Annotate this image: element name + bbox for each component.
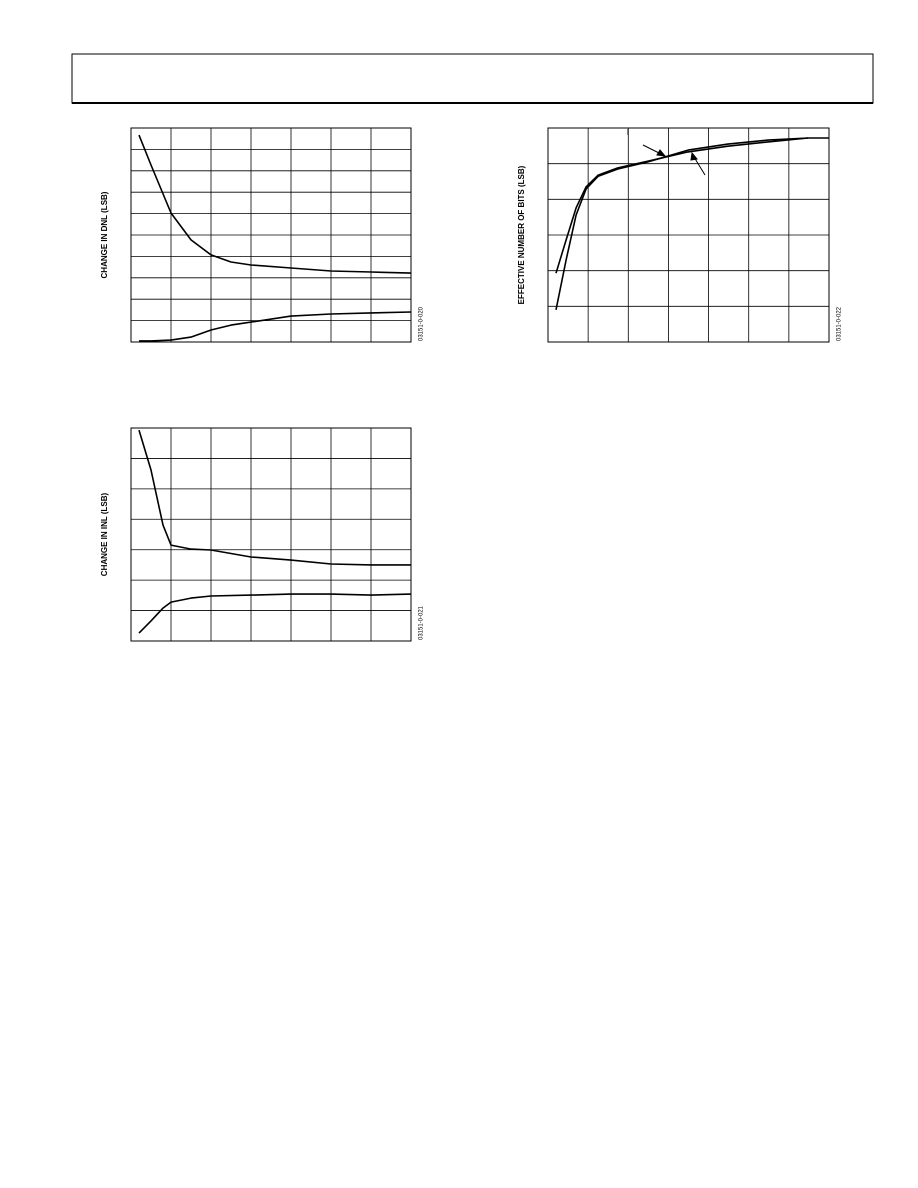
chart: EFFECTIVE NUMBER OF BITS (LSB) 03151-0-02…: [517, 127, 843, 343]
annotation-arrows: [627, 129, 706, 176]
figure-code: 03151-0-020: [419, 306, 425, 341]
data-line: [138, 429, 411, 566]
data-line: [555, 137, 809, 311]
chart: CHANGE IN DNL (LSB) 03151-0-020: [100, 127, 425, 343]
figure-code: 03151-0-022: [837, 306, 843, 341]
figure-code: 03151-0-021: [419, 605, 425, 640]
plot-frame: [130, 427, 412, 642]
header-box: [71, 53, 874, 104]
data-line: [138, 593, 412, 634]
y-axis-label: CHANGE IN DNL (LSB): [100, 191, 109, 278]
arrow: [693, 156, 706, 176]
data-line: [139, 311, 412, 342]
chart: CHANGE IN INL (LSB) 03151-0-021: [100, 427, 425, 642]
arrowhead: [656, 149, 667, 157]
arrowhead: [690, 151, 698, 161]
plot-frame: [130, 127, 412, 343]
plot-frame: [547, 127, 830, 343]
data-line: [138, 134, 412, 274]
y-axis-label: CHANGE IN INL (LSB): [100, 492, 109, 576]
y-axis-label: EFFECTIVE NUMBER OF BITS (LSB): [517, 165, 526, 304]
data-line: [555, 137, 829, 274]
